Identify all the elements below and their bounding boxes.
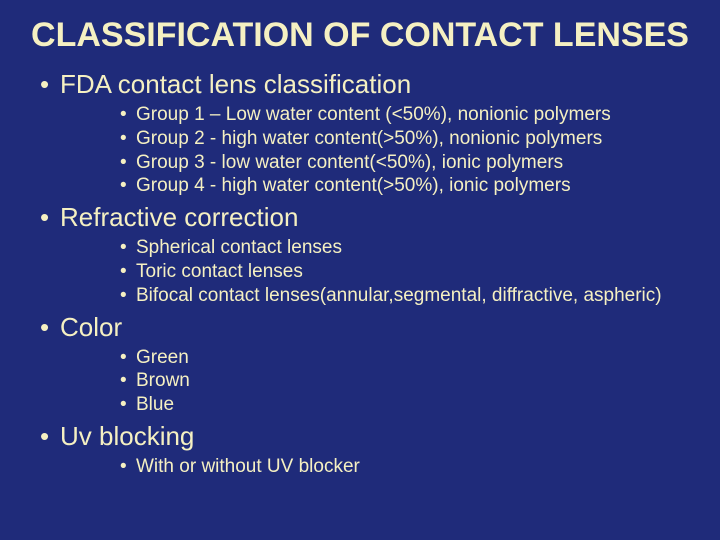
- section-heading-text: Color: [60, 312, 122, 342]
- bullet-icon: •: [120, 394, 136, 417]
- bullet-icon: •: [120, 237, 136, 260]
- slide-title: CLASSIFICATION OF CONTACT LENSES: [30, 16, 690, 55]
- bullet-icon: •: [120, 152, 136, 175]
- section-heading-text: Uv blocking: [60, 421, 194, 451]
- list-item-text: Spherical contact lenses: [136, 237, 342, 258]
- list-item: •Toric contact lenses: [120, 261, 690, 284]
- section-heading: •Refractive correction: [40, 202, 690, 233]
- list-item: •Group 3 - low water content(<50%), ioni…: [120, 152, 690, 175]
- bullet-icon: •: [120, 347, 136, 370]
- list-item: •Brown: [120, 370, 690, 393]
- section-heading: •Uv blocking: [40, 421, 690, 452]
- list-item-text: Toric contact lenses: [136, 261, 303, 282]
- bullet-icon: •: [40, 312, 60, 343]
- bullet-icon: •: [40, 69, 60, 100]
- section-heading: •FDA contact lens classification: [40, 69, 690, 100]
- list-item: •Bifocal contact lenses(annular,segmenta…: [120, 285, 690, 308]
- list-item-text: Group 4 - high water content(>50%), ioni…: [136, 175, 571, 196]
- section-heading: •Color: [40, 312, 690, 343]
- list-item: •Green: [120, 347, 690, 370]
- section-heading-text: FDA contact lens classification: [60, 69, 411, 99]
- slide-container: CLASSIFICATION OF CONTACT LENSES •FDA co…: [0, 0, 720, 540]
- list-item-text: Group 2 - high water content(>50%), noni…: [136, 128, 602, 149]
- list-item-text: Blue: [136, 394, 174, 415]
- list-item-text: Group 3 - low water content(<50%), ionic…: [136, 152, 563, 173]
- list-item-text: Brown: [136, 370, 190, 391]
- list-item: •Group 2 - high water content(>50%), non…: [120, 128, 690, 151]
- list-item: •Spherical contact lenses: [120, 237, 690, 260]
- section-heading-text: Refractive correction: [60, 202, 298, 232]
- list-item: •Group 1 – Low water content (<50%), non…: [120, 104, 690, 127]
- list-item-text: Green: [136, 347, 189, 368]
- bullet-icon: •: [40, 421, 60, 452]
- bullet-icon: •: [120, 128, 136, 151]
- bullet-icon: •: [40, 202, 60, 233]
- list-item-text: With or without UV blocker: [136, 456, 360, 477]
- bullet-icon: •: [120, 456, 136, 479]
- list-item: •With or without UV blocker: [120, 456, 690, 479]
- bullet-icon: •: [120, 285, 136, 308]
- bullet-icon: •: [120, 261, 136, 284]
- bullet-icon: •: [120, 175, 136, 198]
- list-item: •Group 4 - high water content(>50%), ion…: [120, 175, 690, 198]
- list-item: •Blue: [120, 394, 690, 417]
- bullet-icon: •: [120, 370, 136, 393]
- list-item-text: Group 1 – Low water content (<50%), noni…: [136, 104, 611, 125]
- bullet-icon: •: [120, 104, 136, 127]
- list-item-text: Bifocal contact lenses(annular,segmental…: [136, 285, 662, 306]
